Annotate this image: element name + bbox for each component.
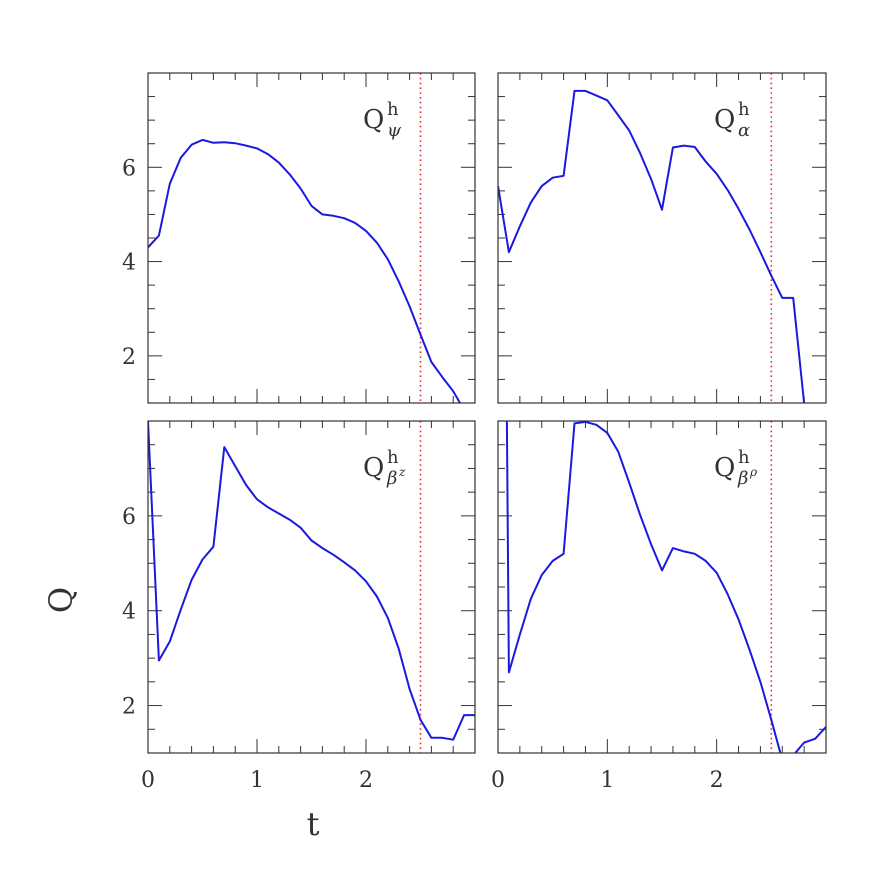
x-tick-label: 2 [710,768,724,793]
series-line [505,421,826,753]
series-line [148,138,462,403]
series-line [498,89,806,403]
tick-marks [497,420,827,754]
y-tick-label: 2 [122,345,136,370]
panel-label-sub: β [737,468,748,489]
x-tick-label: 0 [141,768,155,793]
series-line [148,421,475,741]
y-tick-label: 6 [122,505,136,530]
tick-marks [497,72,827,404]
panel-label-main: Q [363,453,384,483]
y-tick-label: 6 [122,156,136,181]
x-tick-label: 1 [600,768,614,793]
y-tick-label: 4 [122,600,136,625]
x-tick-label: 2 [359,768,373,793]
panel-label-subsup: ρ [749,465,757,479]
y-tick-label: 4 [122,251,136,276]
panel-label-main: Q [714,453,735,483]
panel-frame [497,72,827,404]
y-tick-label: 2 [122,695,136,720]
panel-1: 2 4 6 Q hψ [122,72,476,404]
tick-marks [147,72,476,404]
x-tick-label: 0 [491,768,505,793]
panel-label-sub: ψ [387,120,402,141]
tick-marks [147,420,476,754]
panel-label-sup: h [738,99,750,120]
panel-label-sub: α [738,120,750,141]
panel-label-sup: h [387,99,399,120]
panel-3: 2 4 6 0 1 2 Q hβ z [122,420,476,793]
panel-label-subsup: z [398,465,406,479]
panel-4: 0 1 2 Q hβ ρ [491,420,827,793]
x-axis-title: t [307,805,320,843]
panel-frame [147,420,476,754]
panel-label-main: Q [363,105,384,135]
y-axis-title: Q [42,587,80,613]
panel-frame [497,420,827,754]
x-tick-label: 1 [250,768,264,793]
panel-label-sub: β [386,468,397,489]
panel-label-sup: h [738,447,750,468]
panel-label-main: Q [714,105,735,135]
panel-frame [147,72,476,404]
panel-label-sup: h [387,447,399,468]
